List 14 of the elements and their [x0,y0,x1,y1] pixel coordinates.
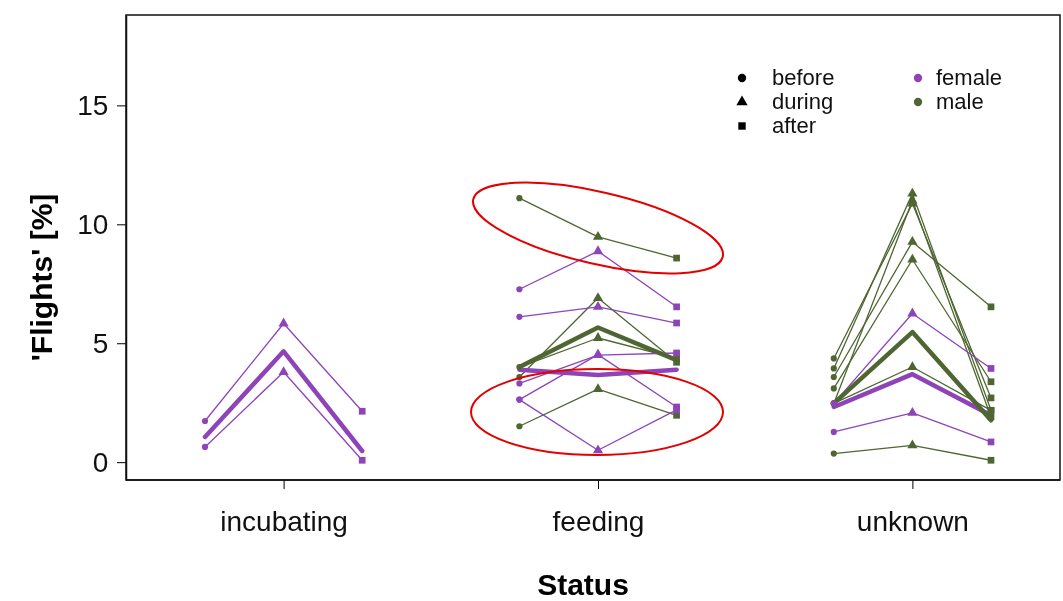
legend-label: during [772,89,834,114]
y-tick-label: 10 [77,208,109,240]
x-axis-title: Status [537,568,629,601]
y-tick-label: 5 [92,327,109,359]
x-tick-label: unknown [856,506,969,538]
y-tick-label: 15 [77,89,109,121]
x-tick-label: incubating [220,506,348,538]
legend-label: male [936,89,984,114]
legend-label: female [936,65,1003,90]
legend-label: before [772,65,835,90]
x-tick-label: feeding [552,506,645,538]
legend-label: after [772,113,817,138]
y-tick-label: 0 [92,446,109,478]
y-axis-title: 'Flights' [%] [25,193,58,362]
